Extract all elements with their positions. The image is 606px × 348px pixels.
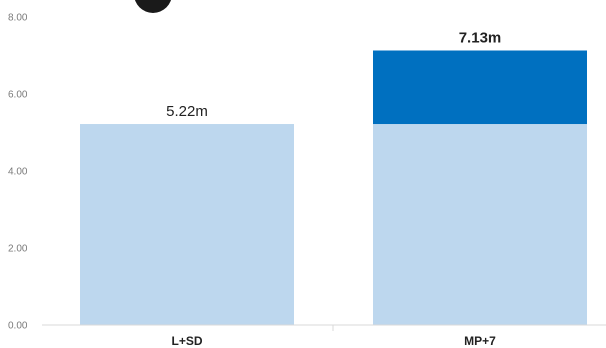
y-tick-label: 0.00 — [8, 321, 28, 332]
data-labels: 5.22m 7.13m — [166, 29, 501, 120]
plot-area — [80, 50, 587, 325]
dark-circle-icon — [134, 0, 172, 13]
x-axis: L+SD MP+7 — [171, 334, 496, 348]
data-label: 7.13m — [459, 29, 502, 46]
y-tick-label: 4.00 — [8, 167, 28, 178]
y-axis: 0.00 2.00 4.00 6.00 8.00 — [8, 13, 28, 332]
y-tick-label: 8.00 — [8, 13, 28, 24]
bar-mp-7-segment-1 — [373, 50, 587, 125]
x-tick-label: MP+7 — [464, 334, 496, 348]
data-label: 5.22m — [166, 103, 208, 120]
bar-l-sd-segment-0 — [80, 124, 294, 325]
y-tick-label: 2.00 — [8, 244, 28, 255]
bar-mp-7-segment-0 — [373, 124, 587, 325]
y-tick-label: 6.00 — [8, 90, 28, 101]
x-tick-label: L+SD — [171, 334, 202, 348]
